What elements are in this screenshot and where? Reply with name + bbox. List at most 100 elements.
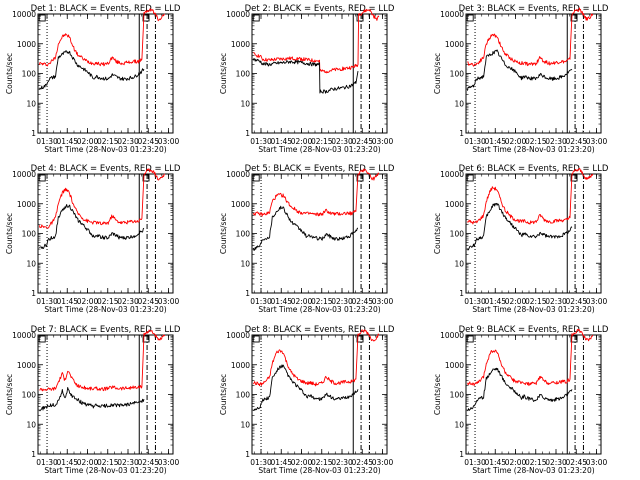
chart-panel-1: Det 1: BLACK = Events, RED = LLD 1 10 100 10…	[5, 4, 181, 154]
plot-frame	[37, 334, 174, 455]
y-tick-label: 10	[454, 99, 464, 108]
y-tick-label: 1	[31, 289, 36, 298]
series-lld-line	[38, 8, 166, 67]
chart-panel-7: Det 7: BLACK = Events, RED = LLD 1 10 100 10…	[5, 325, 181, 475]
x-tick-label: 01:45	[270, 137, 292, 146]
x-tick-label: 02:45	[137, 137, 159, 146]
y-tick-label: 10000	[226, 10, 250, 19]
x-tick-label: 01:30	[464, 458, 486, 467]
plot-frame	[465, 173, 602, 294]
y-tick-label: 1	[459, 289, 464, 298]
x-tick-label: 02:45	[565, 137, 587, 146]
y-tick-label: 10000	[12, 10, 36, 19]
series-lld-line	[467, 167, 594, 225]
x-tick-label: 03:00	[372, 458, 394, 467]
y-tick-label: 1000	[445, 200, 464, 209]
x-tick-label: 01:45	[484, 297, 506, 306]
series-lld-line	[253, 8, 380, 74]
y-tick-label: 10	[240, 259, 250, 268]
x-tick-label: 01:45	[56, 458, 78, 467]
x-tick-label: 01:30	[250, 137, 272, 146]
corner-box	[38, 335, 46, 343]
x-tick-label: 02:30	[545, 458, 567, 467]
x-axis-label: Start Time (28-Nov-03 01:23:20)	[258, 466, 380, 475]
x-tick-label: 03:00	[372, 137, 394, 146]
x-tick-label: 03:00	[158, 458, 180, 467]
y-tick-label: 10	[240, 420, 250, 429]
x-axis-label: Start Time (28-Nov-03 01:23:20)	[472, 145, 594, 154]
y-tick-label: 100	[22, 391, 37, 400]
y-axis-label: Counts/sec	[5, 374, 14, 415]
x-tick-label: 02:00	[77, 297, 99, 306]
y-tick-label: 100	[236, 391, 251, 400]
x-tick-label: 02:30	[117, 458, 139, 467]
series-lld-line	[39, 329, 166, 392]
y-tick-label: 100	[236, 230, 251, 239]
x-tick-label: 01:30	[36, 137, 58, 146]
corner-box	[570, 174, 578, 182]
y-axis-label: Counts/sec	[433, 374, 442, 415]
y-tick-label: 10	[26, 259, 36, 268]
x-tick-label: 02:45	[137, 458, 159, 467]
y-tick-label: 1000	[17, 40, 36, 49]
x-tick-label: 02:15	[525, 458, 547, 467]
corner-box	[466, 335, 474, 343]
series-events-line	[466, 202, 573, 251]
y-tick-label: 1000	[231, 40, 250, 49]
plot-frame	[465, 334, 602, 455]
chart-panel-8: Det 8: BLACK = Events, RED = LLD 1 10 100 10…	[219, 325, 395, 475]
x-tick-label: 02:30	[331, 458, 353, 467]
x-tick-label: 02:45	[565, 297, 587, 306]
x-tick-label: 02:30	[545, 297, 567, 306]
corner-box	[570, 14, 578, 22]
x-tick-label: 03:00	[158, 137, 180, 146]
x-tick-label: 02:30	[545, 137, 567, 146]
y-axis-label: Counts/sec	[219, 374, 228, 415]
x-tick-label: 02:30	[117, 297, 139, 306]
y-axis-label: Counts/sec	[433, 53, 442, 94]
y-tick-label: 1	[245, 450, 250, 459]
series-events-line	[466, 49, 573, 91]
y-tick-label: 10000	[440, 331, 464, 340]
y-tick-label: 10000	[226, 170, 250, 179]
chart-title: Det 5: BLACK = Events, RED = LLD	[245, 164, 395, 174]
chart-panel-9: Det 9: BLACK = Events, RED = LLD 1 10 100 10…	[433, 325, 609, 475]
x-tick-label: 01:45	[56, 297, 78, 306]
corner-box	[252, 174, 260, 182]
plot-frame	[37, 173, 174, 294]
series-lld-line	[467, 7, 594, 67]
y-tick-label: 10	[26, 99, 36, 108]
x-tick-label: 02:00	[505, 458, 527, 467]
y-tick-label: 1	[31, 129, 36, 138]
corner-box	[466, 14, 474, 22]
y-tick-label: 1000	[17, 361, 36, 370]
plot-frame	[251, 334, 388, 455]
x-tick-label: 02:15	[311, 458, 333, 467]
corner-box	[570, 335, 578, 343]
y-tick-label: 1000	[231, 200, 250, 209]
y-tick-label: 1000	[445, 40, 464, 49]
x-tick-label: 02:45	[137, 297, 159, 306]
plot-frame	[465, 13, 602, 134]
y-axis-label: Counts/sec	[5, 53, 14, 94]
y-tick-label: 10	[240, 99, 250, 108]
x-tick-label: 01:30	[36, 297, 58, 306]
y-axis-label: Counts/sec	[433, 213, 442, 254]
y-axis-label: Counts/sec	[219, 213, 228, 254]
x-tick-label: 02:15	[97, 458, 119, 467]
series-lld-line	[466, 328, 594, 387]
y-tick-label: 10000	[12, 331, 36, 340]
x-axis-label: Start Time (28-Nov-03 01:23:20)	[472, 466, 594, 475]
x-axis-label: Start Time (28-Nov-03 01:23:20)	[472, 305, 594, 314]
corner-box	[252, 335, 260, 343]
y-tick-label: 10000	[440, 10, 464, 19]
x-tick-label: 03:00	[586, 137, 608, 146]
x-tick-label: 01:45	[270, 297, 292, 306]
x-tick-label: 02:15	[311, 297, 333, 306]
chart-panel-5: Det 5: BLACK = Events, RED = LLD 1 10 100 10…	[219, 164, 395, 314]
x-tick-label: 02:45	[351, 458, 373, 467]
y-tick-label: 10000	[226, 331, 250, 340]
x-tick-label: 02:45	[351, 137, 373, 146]
y-tick-label: 1	[31, 450, 36, 459]
